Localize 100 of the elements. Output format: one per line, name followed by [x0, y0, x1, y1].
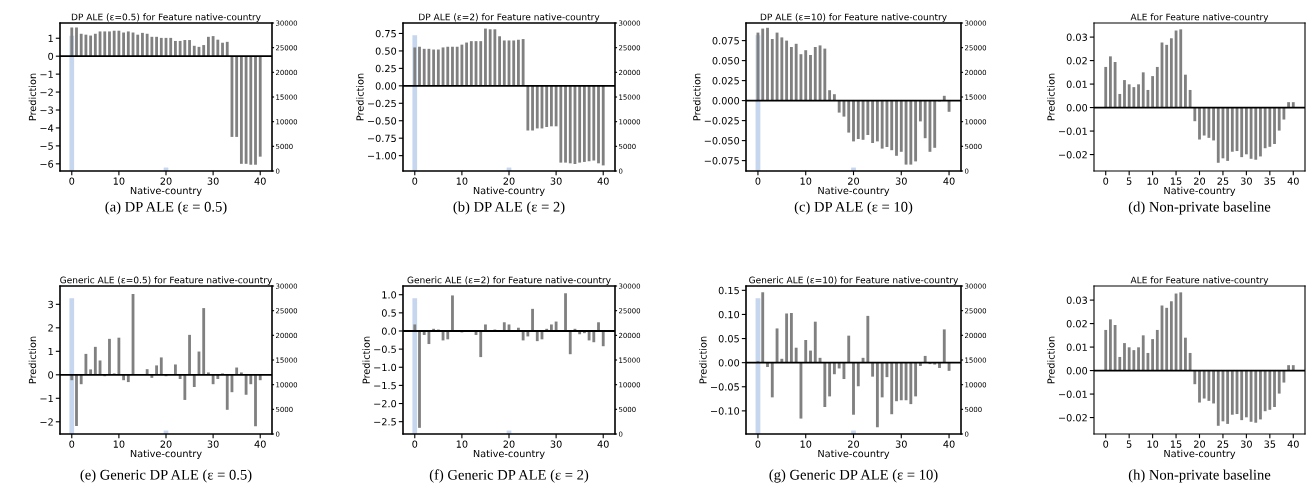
x-tick-label: 0 [412, 177, 418, 185]
y-tick-label: 0.03 [1066, 296, 1087, 304]
y-tick-label: 0 [48, 52, 54, 61]
text: (d) Non-private baseline [1128, 201, 1271, 215]
x-tick-label: 30 [895, 177, 907, 185]
x-tick-label: 0 [69, 177, 75, 185]
y-tick-label: −4 [40, 124, 54, 132]
x-tick-label: 30 [550, 177, 562, 185]
x-tick-label: 30 [207, 440, 219, 448]
chart-title: DP ALE (ε=2) for Feature native-country [419, 13, 600, 23]
y-tick-label: 3 [48, 300, 53, 309]
x-tick-label: 30 [550, 440, 562, 448]
x-tick-label: 20 [1194, 177, 1206, 185]
y-tick-label: −0.075 [704, 157, 739, 165]
y-tick-label: 0.10 [718, 310, 740, 319]
y-tick-label: −6 [40, 160, 54, 168]
text: (a) DP ALE (ε = 0.5) [105, 201, 227, 215]
x-axis-title: Native-country [473, 186, 545, 197]
x-tick-label: 25 [1217, 177, 1229, 185]
y-tick-label: 0.03 [1066, 33, 1087, 41]
y-axis-title: Prediction [28, 336, 37, 384]
x-tick-label: 10 [113, 177, 125, 185]
y-tick-label: −1.5 [374, 382, 396, 390]
x-axis-title: Native-country [130, 449, 202, 460]
x-axis-title: Native-country [130, 186, 202, 197]
y-tick-label: 0.00 [1066, 104, 1088, 112]
x-tick-label: 30 [207, 177, 219, 185]
x-tick-label: 20 [160, 440, 172, 448]
y-tick-label: −0.5 [374, 345, 396, 353]
y-tick-label: 0.025 [712, 77, 739, 85]
y-tick-label: −0.025 [704, 117, 739, 125]
y-tick-label: −5 [40, 142, 53, 150]
x-tick-label: 40 [943, 177, 955, 185]
y-tick-label: 1 [48, 347, 53, 355]
y-tick-label: 0.15 [718, 286, 739, 295]
x-tick-label: 15 [1170, 177, 1182, 185]
x-tick-label: 20 [848, 177, 860, 185]
y-tick-label: 0.050 [712, 57, 740, 65]
x-tick-label: 40 [254, 177, 266, 185]
x-axis-title: Native-country [818, 186, 890, 197]
x-tick-label: 30 [1240, 177, 1252, 185]
text: (e) Generic DP ALE (ε = 0.5) [80, 469, 252, 483]
y-tick-label: −1 [40, 70, 53, 78]
y-tick-label: 1 [48, 34, 53, 42]
y-axis-title: Prediction [699, 336, 707, 384]
x-tick-label: 40 [1287, 177, 1299, 185]
text: (h) Non-private baseline [1128, 469, 1271, 483]
chart-title: ALE for Feature native-country [1130, 13, 1269, 23]
x-tick-label: 25 [1217, 440, 1229, 448]
x-tick-label: 20 [503, 440, 515, 448]
y-tick-label: 2 [48, 324, 53, 332]
y-tick-label: −1 [40, 394, 53, 402]
x-tick-label: 10 [456, 177, 468, 185]
y-tick-label: 0.00 [375, 82, 397, 90]
y-tick-label: 0.5 [381, 309, 396, 317]
y-tick-label: −0.050 [704, 137, 740, 145]
y-tick-label: 0.01 [1066, 343, 1087, 351]
y-tick-label: −2 [40, 88, 53, 96]
y-tick-label: −0.01 [1058, 127, 1087, 135]
x-tick-label: 0 [412, 440, 418, 448]
y-tick-label: −2.5 [374, 418, 396, 426]
y-tick-label: 0.000 [712, 97, 740, 105]
x-tick-label: 35 [1264, 177, 1276, 185]
x-tick-label: 10 [1147, 177, 1159, 185]
x-tick-label: 10 [1147, 440, 1159, 448]
x-tick-label: 10 [800, 440, 812, 448]
y-axis-title: Prediction [1047, 336, 1055, 384]
text: (b) DP ALE (ε = 2) [453, 201, 565, 215]
x-tick-label: 10 [800, 177, 812, 185]
x-tick-label: 40 [254, 440, 266, 448]
x-tick-label: 10 [456, 440, 468, 448]
y-tick-label: 0.02 [1066, 320, 1087, 328]
y-axis-title: Prediction [356, 73, 364, 121]
y-tick-label: −0.25 [367, 99, 396, 108]
x-tick-label: 20 [1194, 440, 1206, 448]
y-tick-label: 0 [48, 371, 54, 379]
chart-title: DP ALE (ε=10) for Feature native-country [760, 13, 947, 23]
y-tick-label: 0.00 [1066, 367, 1088, 375]
y-tick-label: −2.0 [374, 400, 397, 408]
x-axis-title: Native-country [1164, 449, 1236, 460]
y-tick-label: 0.25 [375, 64, 396, 73]
x-tick-label: 0 [1103, 177, 1109, 185]
y-tick-label: −2 [40, 418, 53, 426]
y-axis-title: Prediction [1047, 73, 1055, 121]
chart-title: ALE for Feature native-country [1130, 276, 1269, 286]
x-tick-label: 0 [755, 440, 761, 448]
y-tick-label: −0.05 [710, 383, 739, 391]
y-tick-label: −3 [40, 106, 53, 114]
text: (c) DP ALE (ε = 10) [794, 201, 913, 215]
chart-title: Generic ALE (ε=10) for Feature native-country [749, 276, 959, 286]
y-tick-label: −0.50 [367, 117, 397, 125]
x-tick-label: 40 [943, 440, 955, 448]
y-tick-label: 1.0 [382, 291, 397, 299]
text: (g) Generic DP ALE (ε = 10) [769, 469, 938, 483]
y-tick-label: 0.75 [375, 29, 396, 38]
x-tick-label: 40 [1287, 440, 1299, 448]
y-tick-label: 0.00 [718, 359, 740, 367]
x-tick-label: 0 [69, 440, 75, 448]
x-tick-label: 35 [1264, 440, 1276, 448]
chart-title: Generic ALE (ε=0.5) for Feature native-country [60, 276, 273, 286]
